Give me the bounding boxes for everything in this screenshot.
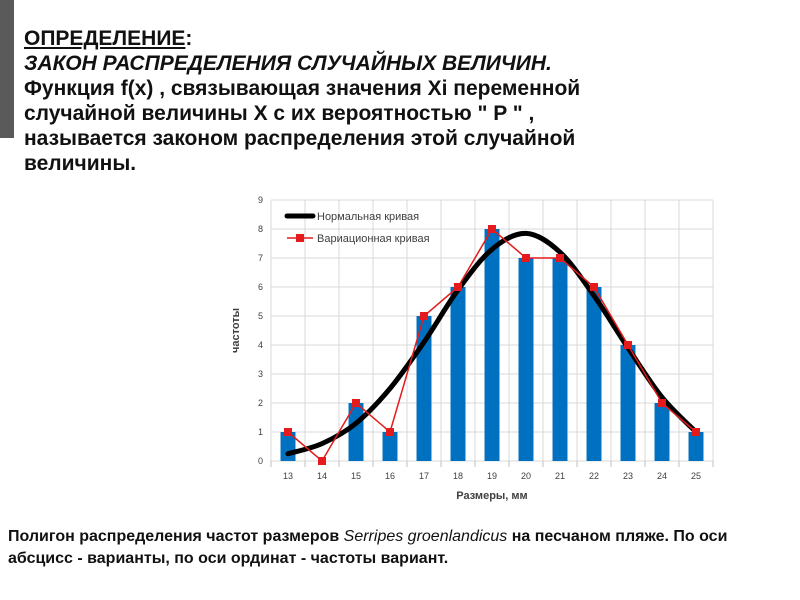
definition-body-line-4: величины. — [24, 152, 137, 175]
definition-body-line-3: называется законом распределения этой сл… — [24, 127, 576, 150]
variation-marker — [692, 428, 700, 436]
variation-marker — [318, 457, 326, 465]
legend-variation-marker — [296, 234, 304, 242]
y-tick-label: 8 — [258, 224, 263, 234]
histogram-bar — [416, 316, 432, 461]
histogram-bar — [620, 345, 636, 461]
caption-species: Serripes groenlandicus — [343, 528, 508, 545]
histogram-bar — [450, 287, 466, 461]
x-tick-label: 20 — [521, 471, 531, 481]
y-tick-label: 5 — [258, 311, 263, 321]
histogram-bar — [654, 403, 670, 461]
x-tick-label: 23 — [623, 471, 633, 481]
caption-text-start: Полигон распределения частот размеров — [8, 528, 344, 545]
definition-body-line-2: случайной величины X с их вероятностью "… — [24, 102, 535, 125]
x-tick-label: 18 — [453, 471, 463, 481]
histogram-bar — [586, 287, 602, 461]
y-tick-label: 7 — [258, 253, 263, 263]
histogram-bar — [382, 432, 398, 461]
definition-term-line: ОПРЕДЕЛЕНИЕ: — [24, 26, 764, 51]
histogram-bar — [552, 258, 568, 461]
x-tick-label: 16 — [385, 471, 395, 481]
x-tick-label: 19 — [487, 471, 497, 481]
y-tick-label: 4 — [258, 340, 263, 350]
x-tick-label: 14 — [317, 471, 327, 481]
variation-marker — [284, 428, 292, 436]
x-tick-label: 25 — [691, 471, 701, 481]
y-tick-label: 1 — [258, 427, 263, 437]
corner-accent-bar — [0, 0, 14, 138]
legend-normal-label: Нормальная кривая — [317, 211, 419, 223]
x-tick-label: 24 — [657, 471, 667, 481]
histogram-bar — [484, 229, 500, 461]
variation-marker — [624, 341, 632, 349]
y-tick-label: 6 — [258, 282, 263, 292]
x-tick-label: 15 — [351, 471, 361, 481]
y-tick-label: 9 — [258, 195, 263, 205]
histogram-bar — [518, 258, 534, 461]
figure-caption: Полигон распределения частот размеров Se… — [8, 526, 792, 570]
x-tick-label: 13 — [283, 471, 293, 481]
y-tick-label: 0 — [258, 456, 263, 466]
variation-marker — [386, 428, 394, 436]
y-tick-label: 3 — [258, 369, 263, 379]
variation-marker — [488, 225, 496, 233]
definition-term: ОПРЕДЕЛЕНИЕ — [24, 27, 186, 50]
legend-variation-label: Вариационная кривая — [317, 233, 430, 245]
x-tick-label: 22 — [589, 471, 599, 481]
definition-heading: ОПРЕДЕЛЕНИЕ: ЗАКОН РАСПРЕДЕЛЕНИЯ СЛУЧАЙН… — [24, 26, 764, 176]
definition-title: ЗАКОН РАСПРЕДЕЛЕНИЯ СЛУЧАЙНЫХ ВЕЛИЧИН. — [24, 52, 552, 75]
variation-marker — [556, 254, 564, 262]
variation-marker — [454, 283, 462, 291]
x-tick-label: 21 — [555, 471, 565, 481]
variation-marker — [522, 254, 530, 262]
variation-marker — [420, 312, 428, 320]
x-tick-label: 17 — [419, 471, 429, 481]
definition-colon: : — [185, 27, 193, 50]
definition-body-line-1: Функция f(x) , связывающая значения Xi п… — [24, 77, 581, 100]
x-axis-title: Размеры, мм — [456, 490, 527, 502]
variation-marker — [590, 283, 598, 291]
distribution-chart: 0 1 2 3 4 5 6 7 8 9 13 14 15 16 17 18 19 20 21 22 23 24 25 Разм… — [205, 190, 765, 510]
caption-text-end: на песчаном пляже. По оси абсцисс - вари… — [8, 528, 728, 567]
variation-marker — [352, 399, 360, 407]
variation-marker — [658, 399, 666, 407]
y-tick-label: 2 — [258, 398, 263, 408]
y-axis-title: частоты — [230, 308, 242, 353]
histogram-bar — [688, 432, 704, 461]
